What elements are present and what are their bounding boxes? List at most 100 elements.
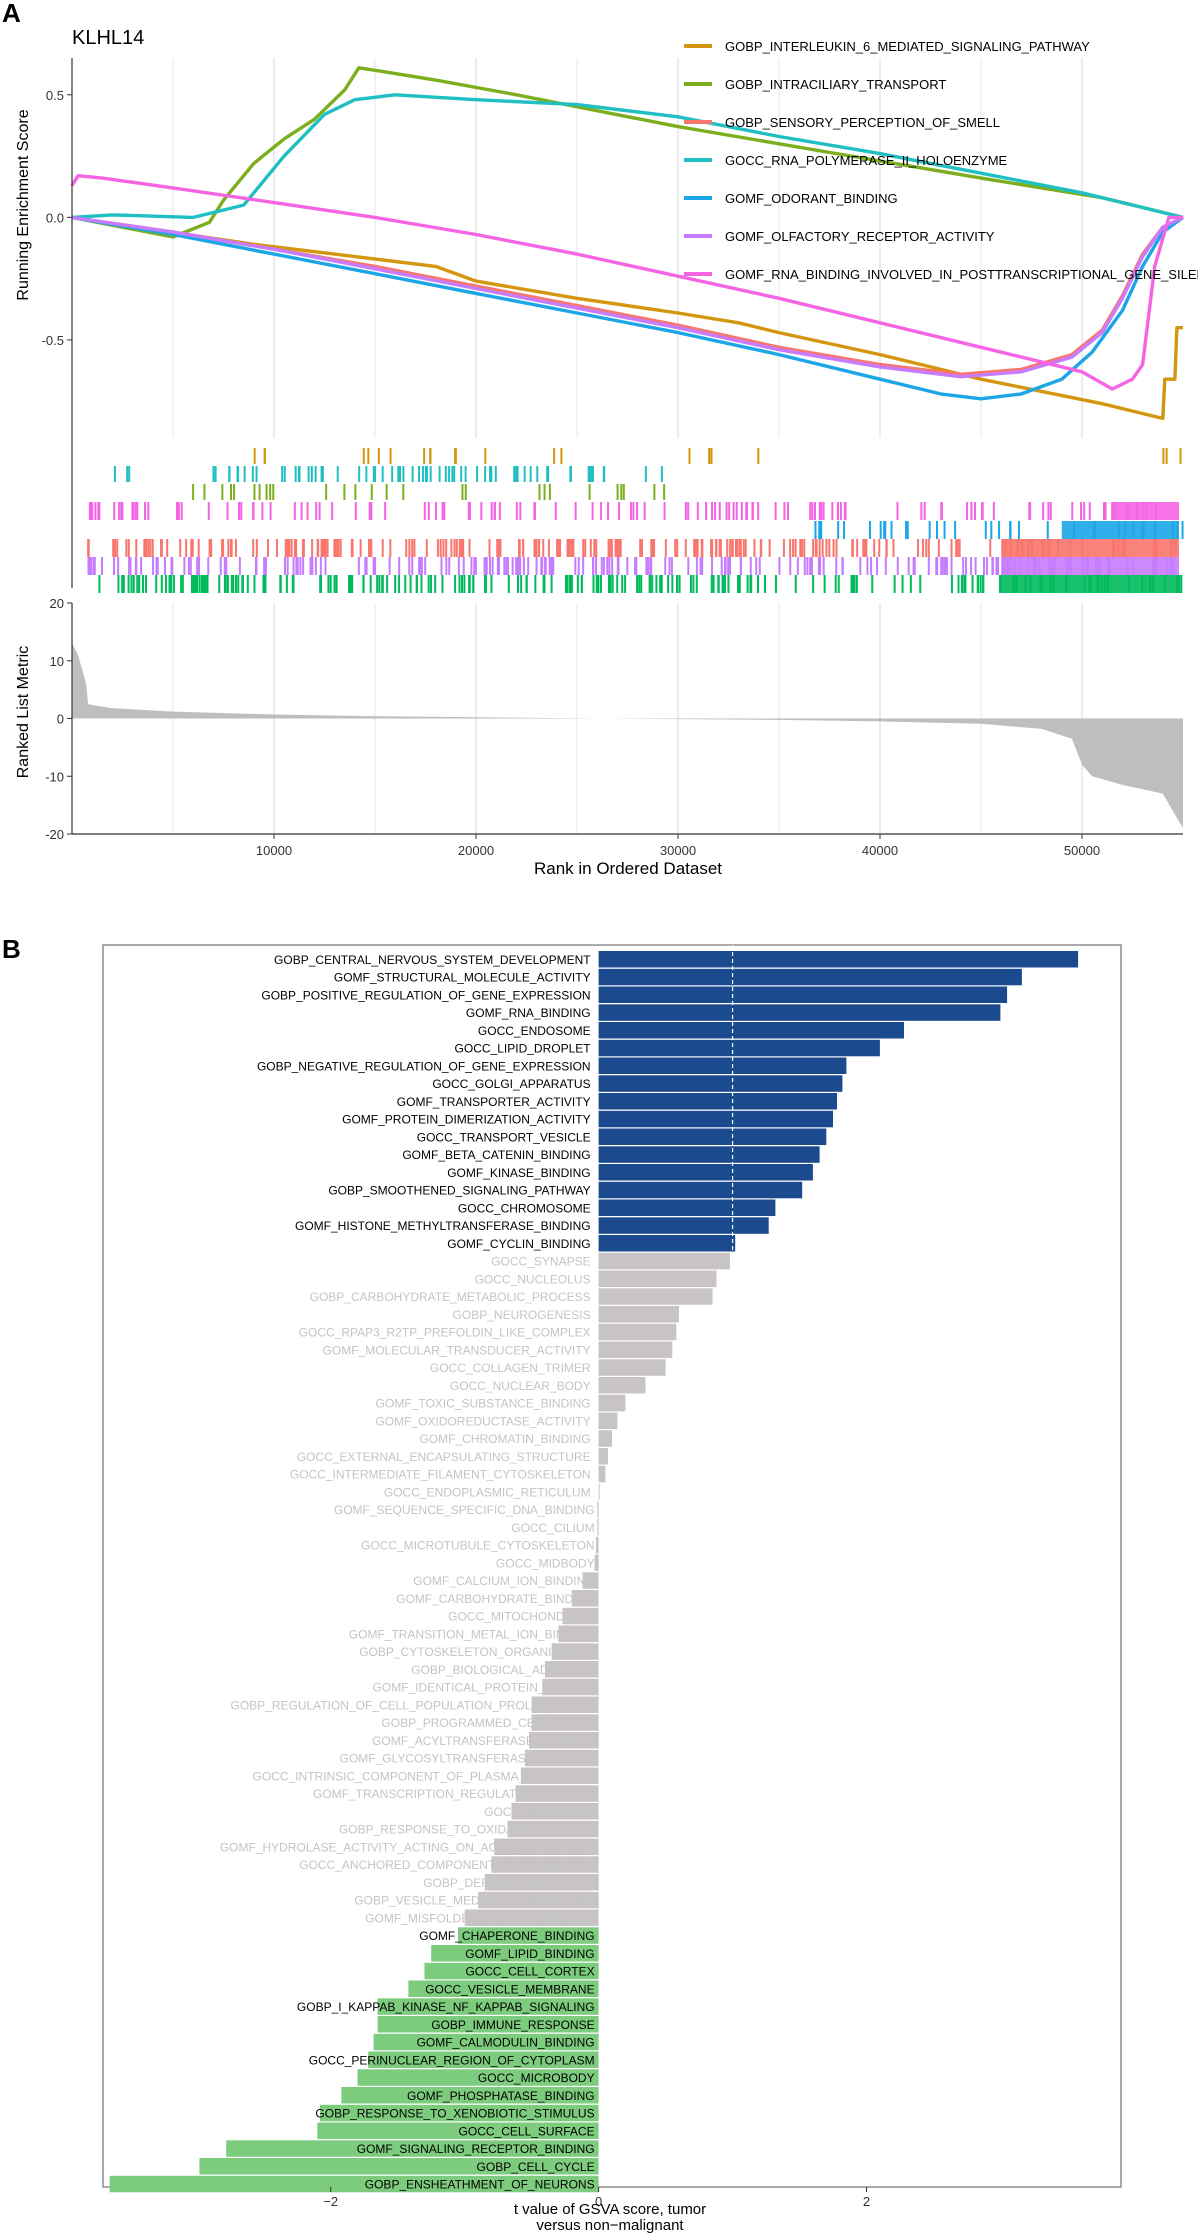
gsva-bar-label: GOBP_RESPONSE_TO_OXIDATIVE_STRESS bbox=[339, 1823, 595, 1837]
gsva-bar-label: GOCC_CHROMOSOME bbox=[458, 1201, 591, 1215]
gsea-legend-label-2: GOBP_SENSORY_PERCEPTION_OF_SMELL bbox=[725, 115, 1000, 130]
gsva-bar-label: GOBP_CELL_CYCLE bbox=[477, 2160, 595, 2174]
gsva-bar-label: GOBP_DEFENSE_RESPONSE bbox=[423, 1876, 594, 1890]
gsva-bar-label: GOMF_BETA_CATENIN_BINDING bbox=[402, 1148, 590, 1162]
gsva-bar-label: GOCC_CELL_CORTEX bbox=[465, 1965, 594, 1979]
gsva-bar bbox=[597, 1501, 599, 1518]
panel-a-label: A bbox=[2, 0, 21, 28]
gsva-bar-label: GOBP_CENTRAL_NERVOUS_SYSTEM_DEVELOPMENT bbox=[274, 953, 591, 967]
gsva-bar-label: GOCC_LIPID_DROPLET bbox=[455, 1042, 592, 1056]
gsva-bar-label: GOMF_OXIDOREDUCTASE_ACTIVITY bbox=[375, 1414, 590, 1428]
ranked-metric-fill bbox=[72, 643, 1183, 829]
ranked-x-tick-label: 20000 bbox=[458, 843, 494, 858]
gsva-bar bbox=[598, 1430, 612, 1447]
gsva-bar bbox=[545, 1661, 599, 1678]
gsva-bar-label: GOCC_CILIUM bbox=[511, 1521, 594, 1535]
gsva-bar-label: GOMF_CARBOHYDRATE_BINDING bbox=[396, 1592, 594, 1606]
ranked-y-tick-label: 10 bbox=[50, 654, 64, 669]
gsva-x-axis-label-line: t value of GSVA score, tumor bbox=[514, 2201, 706, 2218]
gsva-bar bbox=[320, 2104, 599, 2122]
gsva-bar bbox=[598, 1412, 618, 1429]
gsea-series-line-5 bbox=[71, 215, 1184, 379]
gsva-x-axis-label-line: versus non−malignant bbox=[536, 2217, 684, 2234]
gsva-bar-label: GOBP_SMOOTHENED_SIGNALING_PATHWAY bbox=[328, 1184, 590, 1198]
gsva-bar bbox=[494, 1838, 599, 1855]
gsea-series-line-0 bbox=[71, 215, 1183, 421]
gsva-bar bbox=[598, 1199, 776, 1216]
gsva-bar bbox=[357, 2069, 599, 2086]
gsva-bar bbox=[598, 1093, 837, 1110]
gsva-bar bbox=[507, 1820, 599, 1838]
gsva-bar bbox=[464, 1909, 599, 1926]
gsva-bar bbox=[431, 1945, 599, 1962]
gsea-legend-label-3: GOCC_RNA_POLYMERASE_II_HOLOENZYME bbox=[725, 153, 1008, 168]
gsva-bar-label: GOCC_MITOCHONDRION bbox=[448, 1610, 594, 1624]
gsva-bar-label: GOMF_TOXIC_SUBSTANCE_BINDING bbox=[376, 1397, 591, 1411]
gsva-bar bbox=[598, 1235, 736, 1252]
gsva-bar bbox=[598, 1128, 827, 1145]
gsva-bar bbox=[458, 1927, 599, 1944]
gsea-y-tick-label: -0.5 bbox=[42, 333, 64, 348]
gsva-bar-label: GOBP_VESICLE_MEDIATED_TRANSPORT bbox=[354, 1894, 595, 1908]
gsva-bar-label: GOMF_CALCIUM_ION_BINDING bbox=[413, 1574, 594, 1588]
ranked-x-tick-label: 10000 bbox=[256, 843, 292, 858]
gsva-bar-label: GOBP_I_KAPPAB_KINASE_NF_KAPPAB_SIGNALING bbox=[297, 2000, 595, 2014]
gsva-bar bbox=[531, 1696, 599, 1713]
ranked-metric-y-axis-label: Ranked List Metric bbox=[15, 646, 32, 779]
gsva-bar-label: GOCC_ENDOPLASMIC_RETICULUM bbox=[384, 1485, 591, 1499]
gsva-bar bbox=[582, 1572, 599, 1589]
gsva-bar-label: GOMF_STRUCTURAL_MOLECULE_ACTIVITY bbox=[334, 971, 591, 985]
gsva-bar bbox=[373, 2033, 599, 2051]
gsea-series-line-1 bbox=[71, 66, 1184, 239]
gsva-bar bbox=[598, 1341, 673, 1358]
gsva-bar-label: GOMF_CHAPERONE_BINDING bbox=[419, 1929, 594, 1943]
gsva-bar bbox=[598, 1075, 843, 1092]
panel-b-label: B bbox=[2, 934, 21, 964]
gsva-bar bbox=[424, 1962, 599, 1980]
gsva-bar bbox=[520, 1767, 599, 1784]
gsva-bar-labels: GOBP_CENTRAL_NERVOUS_SYSTEM_DEVELOPMENT G… bbox=[220, 953, 595, 2192]
gsva-bar bbox=[598, 1252, 730, 1270]
gsva-bar-label: GOMF_IDENTICAL_PROTEIN_BINDING bbox=[373, 1681, 595, 1695]
gsva-bar bbox=[598, 1394, 626, 1412]
gsva-bar bbox=[598, 1288, 713, 1305]
gsva-bar-label: GOBP_NEUROGENESIS bbox=[453, 1308, 591, 1322]
ranked-metric-axes: 20 10 0 -10 -20 10000 20000 30000 40000 50000 bbox=[45, 596, 1183, 858]
gsea-axes: 0.5 0.0 -0.5 bbox=[42, 58, 73, 588]
gsva-plot-frame bbox=[102, 944, 1122, 2188]
gsva-bar-label: GOCC_MICROBODY bbox=[478, 2071, 595, 2085]
gsva-bar-label: GOMF_CHROMATIN_BINDING bbox=[419, 1432, 590, 1446]
gsva-bar bbox=[377, 2016, 599, 2033]
gsva-bar-label: GOMF_TRANSITION_METAL_ION_BINDING bbox=[349, 1627, 595, 1641]
gsva-bar bbox=[377, 1998, 599, 2015]
gsva-bar bbox=[542, 1678, 599, 1696]
gsea-legend-label-4: GOMF_ODORANT_BINDING bbox=[725, 191, 898, 206]
gsva-bar-label: GOMF_SEQUENCE_SPECIFIC_DNA_BINDING bbox=[334, 1503, 595, 1517]
gsva-bar bbox=[341, 2087, 599, 2104]
gsea-hit-rugs bbox=[87, 448, 1184, 593]
gsva-bar-label: GOBP_POSITIVE_REGULATION_OF_GENE_EXPRESS… bbox=[261, 988, 590, 1002]
ranked-metric-x-axis-label: Rank in Ordered Dataset bbox=[534, 859, 722, 878]
gsva-bar-label: GOMF_PHOSPHATASE_BINDING bbox=[407, 2089, 595, 2103]
gsva-bar-label: GOCC_INTRINSIC_COMPONENT_OF_PLASMA_MEMBR… bbox=[253, 1769, 595, 1783]
gsva-bar-label: GOCC_INTERMEDIATE_FILAMENT_CYTOSKELETON bbox=[290, 1468, 591, 1482]
gsva-bar bbox=[199, 2158, 599, 2175]
gsva-bar bbox=[598, 1359, 666, 1376]
gsea-hit-dense-block-1 bbox=[1061, 521, 1179, 539]
gsva-bar-chart: GOBP_CENTRAL_NERVOUS_SYSTEM_DEVELOPMENT G… bbox=[102, 944, 1122, 2234]
gsva-bar bbox=[109, 2175, 599, 2193]
gsea-title: KLHL14 bbox=[72, 27, 144, 49]
gsva-bar-label: GOBP_RESPONSE_TO_XENOBIOTIC_STIMULUS bbox=[315, 2107, 594, 2121]
gsva-bar bbox=[598, 1270, 717, 1287]
gsea-hit-dense-block-4 bbox=[1001, 575, 1179, 593]
gsva-bar bbox=[408, 1980, 599, 1997]
gsva-bar bbox=[226, 2140, 599, 2157]
gsva-bar bbox=[598, 1217, 769, 1234]
gsva-bar bbox=[598, 986, 1008, 1003]
gsea-legend-label-6: GOMF_RNA_BINDING_INVOLVED_IN_POSTTRANSCR… bbox=[725, 267, 1198, 282]
gsva-x-axis-label: t value of GSVA score, tumor versus non−m… bbox=[514, 2201, 706, 2234]
gsea-legend: GOBP_INTERLEUKIN_6_MEDIATED_SIGNALING_PA… bbox=[684, 39, 1198, 282]
gsea-hit-dense-block-3 bbox=[1001, 557, 1179, 575]
gsva-bar-label: GOMF_CALMODULIN_BINDING bbox=[417, 2036, 595, 2050]
